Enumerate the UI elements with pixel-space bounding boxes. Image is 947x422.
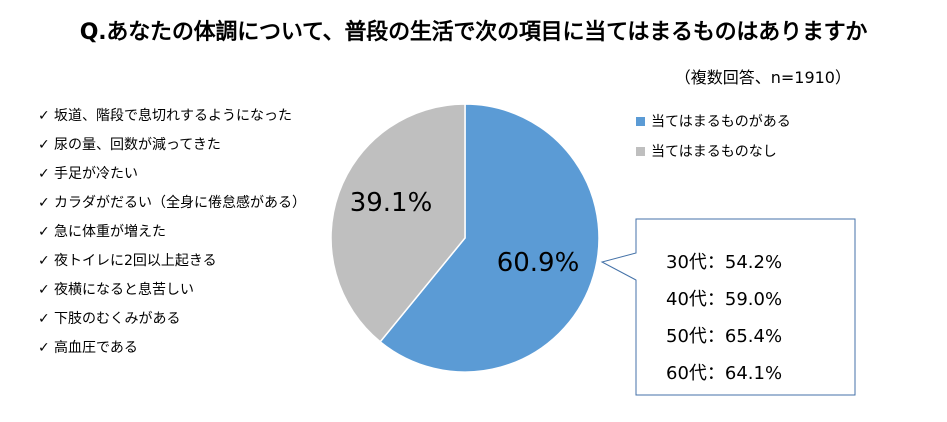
list-item-label: 尿の量、回数が減ってきた [54, 137, 221, 153]
age-value: 59.0% [724, 289, 783, 310]
list-item: ✓ 夜トイレに2回以上起きる [38, 247, 306, 276]
slice-data-label: 60.9% [497, 248, 580, 278]
list-item: ✓ カラダがだるい（全身に倦怠感がある） [38, 189, 306, 218]
chart-legend: 当てはまるものがある 当てはまるものなし [636, 106, 791, 166]
list-item-label: 下肢のむくみがある [54, 311, 181, 327]
chart-title: Q.あなたの体調について、普段の生活で次の項目に当てはまるものはありますか [79, 20, 868, 45]
separator: ： [706, 289, 725, 310]
check-icon: ✓ [38, 282, 50, 298]
age-value: 54.2% [724, 252, 783, 273]
age-label: 60代 [666, 363, 707, 384]
list-item: ✓ 夜横になると息苦しい [38, 276, 306, 305]
list-item-label: 急に体重が増えた [54, 224, 166, 240]
chart-subtitle: （複数回答、n=1910） [674, 68, 851, 87]
list-item-label: 坂道、階段で息切れするようになった [54, 108, 292, 124]
callout-row: 50代：65.4% [666, 318, 782, 355]
list-item-label: 手足が冷たい [54, 166, 138, 182]
check-icon: ✓ [38, 195, 50, 211]
list-item: ✓ 下肢のむくみがある [38, 305, 306, 334]
check-icon: ✓ [38, 137, 50, 153]
legend-item: 当てはまるものなし [636, 136, 791, 166]
legend-swatch [636, 116, 645, 126]
separator: ： [706, 252, 725, 273]
pie-slice [330, 103, 466, 343]
age-label: 40代 [666, 289, 707, 310]
pie-slice [379, 103, 600, 373]
list-item: ✓ 尿の量、回数が減ってきた [38, 131, 306, 160]
age-breakdown-callout: 30代：54.2% 40代：59.0% 50代：65.4% 60代：64.1% [666, 244, 782, 392]
list-item-label: 高血圧である [54, 340, 138, 356]
slice-data-label: 39.1% [350, 188, 433, 218]
callout-box [600, 218, 856, 396]
list-item: ✓ 高血圧である [38, 334, 306, 363]
check-icon: ✓ [38, 340, 50, 356]
list-item-label: 夜トイレに2回以上起きる [54, 253, 217, 269]
condition-list: ✓ 坂道、階段で息切れするようになった ✓ 尿の量、回数が減ってきた ✓ 手足が冷たい… [38, 102, 306, 363]
age-label: 50代 [666, 326, 707, 347]
legend-label: 当てはまるものがある [651, 114, 791, 130]
age-value: 65.4% [724, 326, 783, 347]
legend-label: 当てはまるものなし [651, 144, 777, 160]
list-item-label: カラダがだるい（全身に倦怠感がある） [54, 195, 306, 211]
callout-row: 60代：64.1% [666, 355, 782, 392]
check-icon: ✓ [38, 253, 50, 269]
separator: ： [706, 326, 725, 347]
list-item: ✓ 坂道、階段で息切れするようになった [38, 102, 306, 131]
check-icon: ✓ [38, 108, 50, 124]
separator: ： [706, 363, 725, 384]
callout-row: 40代：59.0% [666, 281, 782, 318]
legend-item: 当てはまるものがある [636, 106, 791, 136]
check-icon: ✓ [38, 224, 50, 240]
callout-row: 30代：54.2% [666, 244, 782, 281]
list-item-label: 夜横になると息苦しい [54, 282, 194, 298]
list-item: ✓ 手足が冷たい [38, 160, 306, 189]
age-label: 30代 [666, 252, 707, 273]
check-icon: ✓ [38, 311, 50, 327]
check-icon: ✓ [38, 166, 50, 182]
legend-swatch [636, 146, 645, 156]
age-value: 64.1% [724, 363, 783, 384]
list-item: ✓ 急に体重が増えた [38, 218, 306, 247]
